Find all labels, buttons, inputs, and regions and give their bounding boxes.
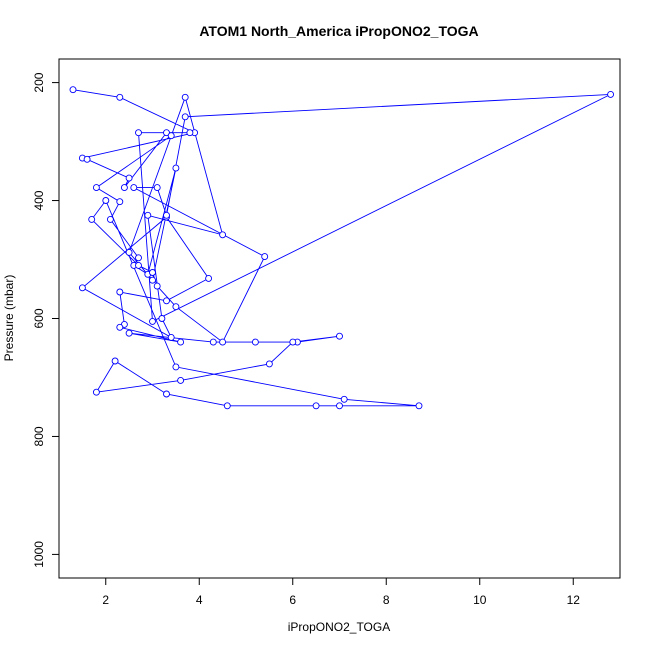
plot-frame bbox=[58, 58, 621, 579]
chart-title: ATOM1 North_America iPropONO2_TOGA bbox=[199, 23, 478, 39]
y-tick-label: 400 bbox=[32, 190, 46, 210]
data-point bbox=[116, 93, 124, 101]
data-point bbox=[177, 338, 185, 346]
data-point bbox=[130, 184, 138, 192]
data-point bbox=[92, 388, 100, 396]
x-tick-label: 12 bbox=[567, 593, 581, 607]
y-tick-label: 800 bbox=[32, 426, 46, 446]
data-point bbox=[172, 363, 180, 371]
data-point bbox=[219, 231, 227, 239]
data-point bbox=[92, 184, 100, 192]
x-tick-label: 4 bbox=[196, 593, 203, 607]
data-point bbox=[209, 338, 217, 346]
data-point bbox=[158, 315, 166, 322]
y-tick-label: 600 bbox=[32, 308, 46, 328]
data-point bbox=[167, 132, 175, 140]
data-point bbox=[125, 174, 133, 182]
plot-area bbox=[69, 86, 615, 410]
data-point bbox=[153, 282, 161, 290]
data-point bbox=[181, 113, 189, 121]
data-point bbox=[251, 338, 259, 346]
data-point bbox=[607, 90, 615, 98]
data-point bbox=[120, 184, 128, 192]
data-point bbox=[336, 332, 343, 340]
data-point bbox=[181, 93, 189, 101]
data-point bbox=[149, 317, 156, 325]
y-tick-label: 1000 bbox=[32, 541, 46, 568]
series-line bbox=[72, 89, 611, 407]
x-axis: 2 4 6 8 10 12 bbox=[102, 578, 580, 607]
data-point bbox=[163, 211, 170, 219]
data-point bbox=[219, 338, 227, 346]
data-point bbox=[336, 402, 343, 410]
data-point bbox=[116, 323, 124, 331]
data-point bbox=[340, 395, 348, 403]
data-point bbox=[223, 402, 231, 410]
data-point bbox=[88, 215, 96, 223]
data-point bbox=[261, 253, 269, 261]
x-tick-label: 2 bbox=[102, 593, 109, 607]
data-point bbox=[125, 329, 133, 337]
data-point bbox=[111, 357, 119, 365]
data-point bbox=[106, 215, 114, 223]
y-tick-label: 200 bbox=[32, 72, 46, 92]
data-point bbox=[177, 376, 185, 384]
x-tick-label: 8 bbox=[383, 593, 390, 607]
data-point bbox=[265, 360, 273, 368]
data-point bbox=[289, 338, 297, 346]
data-point bbox=[167, 333, 175, 341]
data-point bbox=[125, 248, 133, 256]
data-point bbox=[415, 402, 423, 410]
y-axis-label: Pressure (mbar) bbox=[2, 275, 16, 362]
data-point bbox=[144, 211, 152, 219]
data-point bbox=[116, 288, 124, 296]
data-point bbox=[102, 197, 110, 204]
data-point bbox=[83, 155, 91, 163]
data-point bbox=[69, 86, 77, 94]
data-point bbox=[149, 276, 156, 284]
data-point bbox=[205, 274, 213, 282]
x-tick-label: 10 bbox=[473, 593, 487, 607]
data-point bbox=[172, 303, 180, 311]
data-point bbox=[153, 184, 161, 192]
data-point bbox=[135, 129, 142, 137]
data-point bbox=[163, 390, 170, 398]
data-point bbox=[186, 129, 194, 137]
data-point bbox=[163, 297, 170, 305]
data-point bbox=[135, 254, 142, 262]
data-point bbox=[135, 261, 142, 269]
y-axis: 200 400 600 800 1000 bbox=[32, 72, 59, 568]
data-point bbox=[78, 284, 86, 292]
data-point bbox=[149, 269, 156, 276]
x-tick-label: 6 bbox=[289, 593, 296, 607]
data-point bbox=[172, 164, 180, 172]
data-point bbox=[116, 198, 124, 206]
x-axis-label: iPropONO2_TOGA bbox=[288, 620, 390, 634]
data-point bbox=[312, 402, 320, 410]
